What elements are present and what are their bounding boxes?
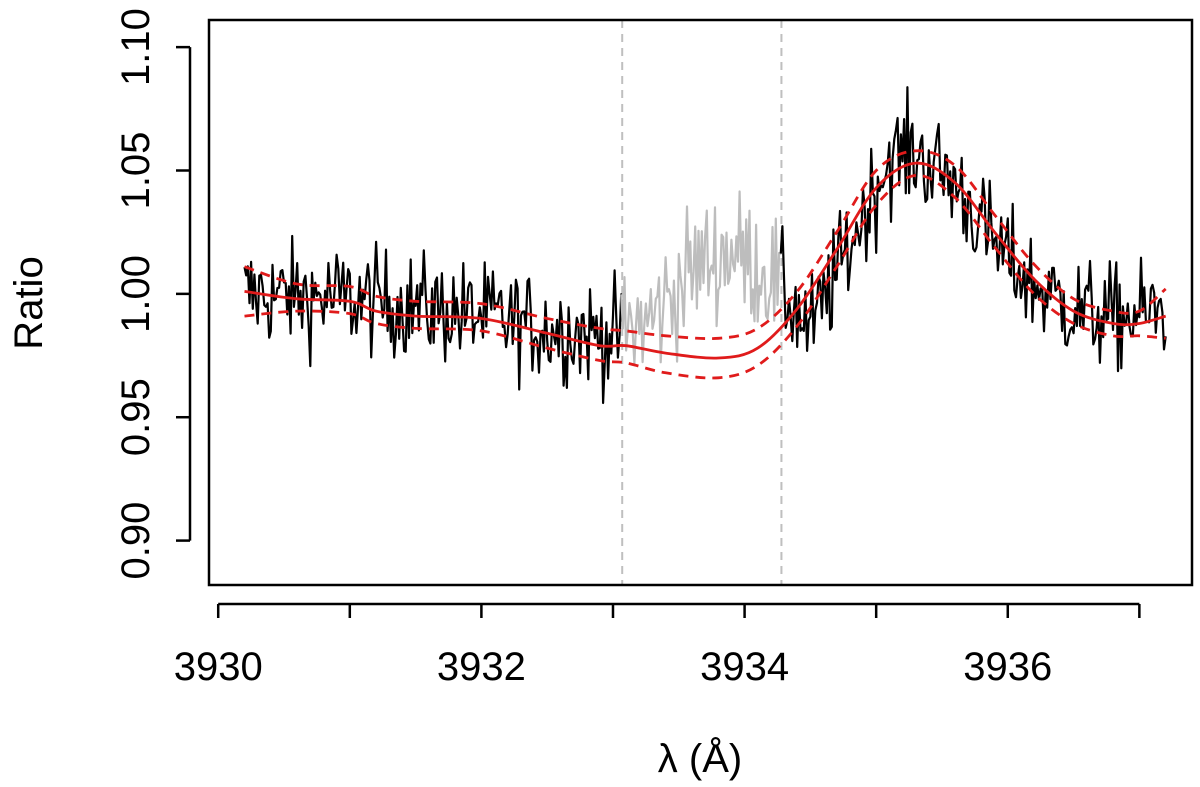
x-axis: 3930 3932 3934 3936	[174, 602, 1141, 689]
y-tick-label: 0.90	[114, 502, 158, 580]
x-tick-label: 3930	[174, 645, 263, 689]
y-tick-label: 0.95	[114, 378, 158, 456]
x-tick-label: 3934	[700, 645, 789, 689]
series-layer	[243, 86, 1167, 405]
x-tick-label: 3936	[963, 645, 1052, 689]
x-tick-label: 3932	[437, 645, 526, 689]
observed-spectrum-line	[243, 234, 624, 405]
confidence-band-line	[244, 173, 1166, 380]
y-tick-label: 1.05	[114, 132, 158, 210]
excluded-spectrum-line	[620, 190, 784, 365]
y-axis-label: Ratio	[7, 256, 51, 349]
x-axis-label: λ (Å)	[658, 736, 742, 781]
y-tick-label: 1.10	[114, 8, 158, 86]
model-fit-line	[244, 161, 1167, 360]
y-tick-label: 1.00	[114, 255, 158, 333]
plot-frame	[207, 18, 1194, 587]
y-axis: 0.90 0.95 1.00 1.05 1.10	[114, 8, 192, 580]
observed-spectrum-line	[779, 86, 1167, 373]
